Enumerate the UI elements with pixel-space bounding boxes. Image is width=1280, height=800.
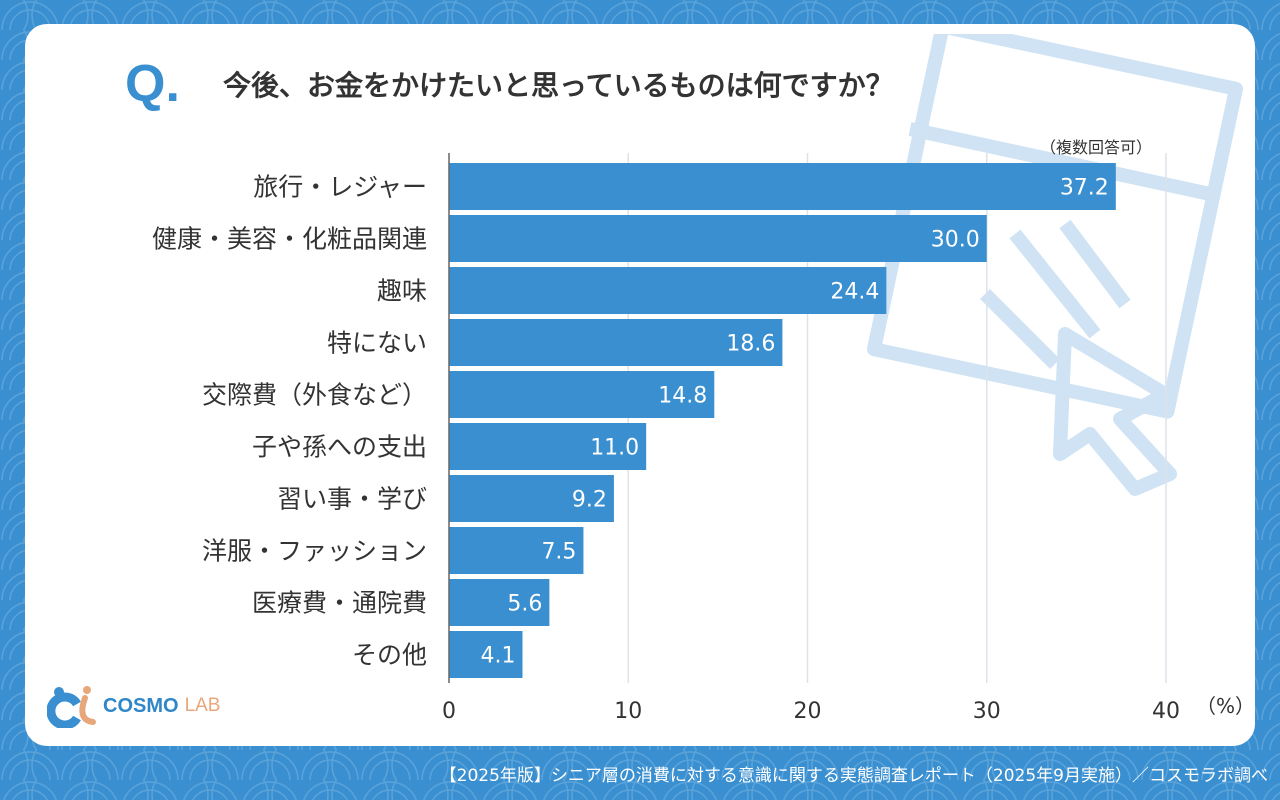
bar-chart: 0 10 20 30 40 （%） 37.2 旅行・レジャー 30.0 健康・美容・化粧品関連 24…	[152, 153, 1255, 724]
category-label: その他	[352, 641, 427, 670]
bar-value-label: 37.2	[1060, 176, 1109, 201]
x-tick-label: 10	[614, 699, 642, 724]
chart-title: 今後、お金をかけたいと思っているものは何ですか？	[223, 69, 894, 102]
category-label: 洋服・ファッション	[202, 537, 427, 566]
bar-value-label: 7.5	[541, 540, 576, 565]
bar-value-label: 14.8	[658, 384, 707, 409]
bar	[449, 631, 523, 678]
bar	[449, 371, 715, 418]
bar	[449, 527, 584, 574]
category-label: 交際費（外食など）	[202, 381, 427, 410]
bar	[449, 215, 987, 262]
x-tick-label: 20	[794, 699, 822, 724]
bar-value-label: 24.4	[830, 280, 879, 305]
cosmo-lab-logo: COSMO LAB	[47, 684, 220, 728]
x-tick-label: 0	[442, 699, 456, 724]
bar	[449, 267, 887, 314]
bar	[449, 475, 614, 522]
bar	[449, 423, 647, 470]
category-label: 趣味	[377, 277, 427, 306]
x-tick-label: 30	[973, 699, 1001, 724]
bar	[449, 579, 550, 626]
bar-value-label: 9.2	[572, 488, 607, 513]
bar-value-label: 11.0	[590, 436, 639, 461]
logo-mark-icon	[47, 686, 96, 728]
category-label: 子や孫への支出	[252, 433, 427, 462]
category-label: 医療費・通院費	[252, 589, 427, 618]
chart-card: Q. 今後、お金をかけたいと思っているものは何ですか？ （複数回答可） 0 10 2…	[25, 24, 1255, 746]
footer-source: 【2025年版】シニア層の消費に対する意識に関する実態調査レポート（2025年9…	[439, 766, 1268, 786]
x-tick-label: 40	[1152, 699, 1180, 724]
question-mark-label: Q.	[125, 55, 180, 113]
bar	[449, 319, 783, 366]
category-label: 健康・美容・化粧品関連	[152, 225, 427, 254]
logo-text-cosmo: COSMO	[103, 694, 179, 717]
bar-value-label: 30.0	[931, 228, 980, 253]
bar-value-label: 18.6	[726, 332, 775, 357]
x-axis-unit: （%）	[1196, 694, 1255, 718]
multiple-answer-note: （複数回答可）	[1040, 138, 1153, 157]
bar-value-label: 5.6	[507, 592, 542, 617]
category-label: 習い事・学び	[277, 485, 427, 514]
category-label: 旅行・レジャー	[253, 173, 427, 202]
category-label: 特にない	[327, 329, 427, 358]
logo-text-lab: LAB	[184, 695, 221, 716]
bar	[449, 163, 1116, 210]
bar-value-label: 4.1	[480, 644, 515, 669]
